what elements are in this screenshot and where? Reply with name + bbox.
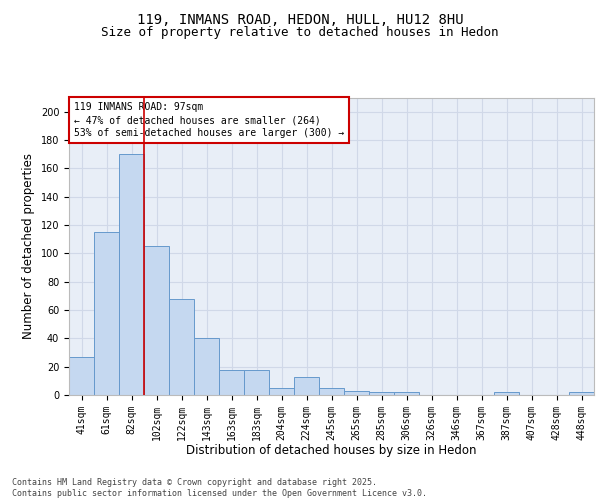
Text: 119, INMANS ROAD, HEDON, HULL, HU12 8HU: 119, INMANS ROAD, HEDON, HULL, HU12 8HU	[137, 12, 463, 26]
X-axis label: Distribution of detached houses by size in Hedon: Distribution of detached houses by size …	[186, 444, 477, 457]
Bar	[569, 392, 594, 395]
Bar	[119, 154, 144, 395]
Bar	[144, 246, 169, 395]
Text: 119 INMANS ROAD: 97sqm
← 47% of detached houses are smaller (264)
53% of semi-de: 119 INMANS ROAD: 97sqm ← 47% of detached…	[74, 102, 344, 139]
Bar	[69, 357, 94, 395]
Text: Size of property relative to detached houses in Hedon: Size of property relative to detached ho…	[101, 26, 499, 39]
Bar	[319, 388, 344, 395]
Bar	[369, 392, 394, 395]
Y-axis label: Number of detached properties: Number of detached properties	[22, 153, 35, 340]
Bar	[94, 232, 119, 395]
Bar	[244, 370, 269, 395]
Bar	[494, 392, 519, 395]
Bar	[394, 392, 419, 395]
Bar	[269, 388, 294, 395]
Bar	[169, 298, 194, 395]
Bar	[344, 391, 369, 395]
Bar	[194, 338, 219, 395]
Bar	[219, 370, 244, 395]
Text: Contains HM Land Registry data © Crown copyright and database right 2025.
Contai: Contains HM Land Registry data © Crown c…	[12, 478, 427, 498]
Bar	[294, 376, 319, 395]
